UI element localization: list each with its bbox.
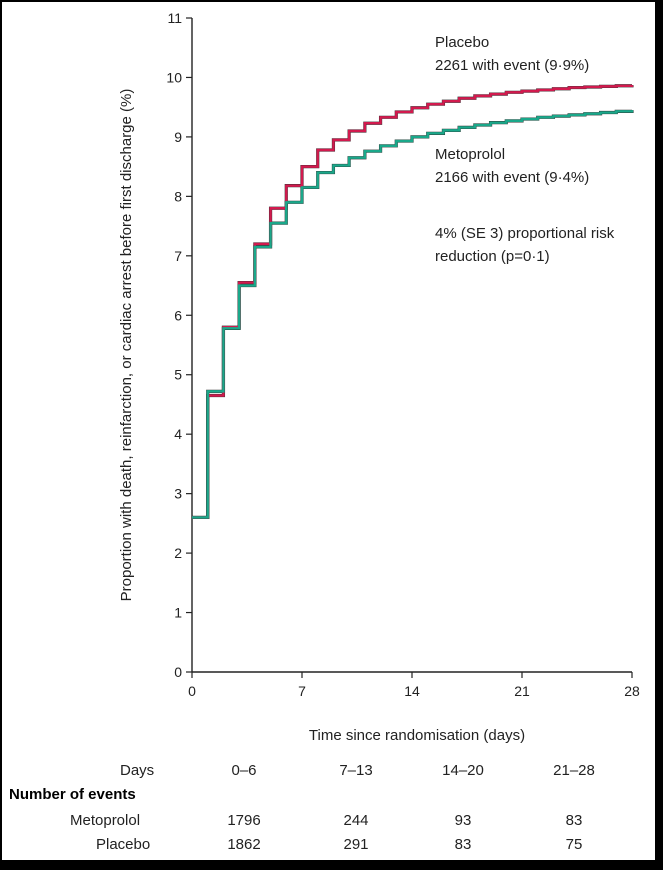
y-tick-label: 0 bbox=[174, 664, 182, 680]
period-3: 21–28 bbox=[553, 762, 595, 779]
metoprolol-label: Metoprolol bbox=[435, 146, 505, 163]
y-axis-title: Proportion with death, reinfarction, or … bbox=[118, 89, 135, 602]
y-tick-label: 2 bbox=[174, 545, 182, 561]
placebo-count-0: 1862 bbox=[227, 836, 261, 853]
metoprolol-count-1: 244 bbox=[343, 812, 369, 829]
row-label-metoprolol: Metoprolol bbox=[70, 812, 141, 829]
row-label-placebo: Placebo bbox=[96, 836, 151, 853]
events-table: Days 0–6 7–13 14–20 21–28 Number of even… bbox=[2, 757, 655, 857]
metoprolol-count-2: 93 bbox=[454, 812, 472, 829]
days-label: Days bbox=[120, 762, 155, 779]
y-tick-label: 11 bbox=[167, 10, 182, 26]
placebo-count-1: 291 bbox=[343, 836, 369, 853]
y-tick-label: 8 bbox=[174, 188, 182, 204]
metoprolol-events-label: 2166 with event (9·4%) bbox=[435, 169, 589, 186]
placebo-count-2: 83 bbox=[454, 836, 472, 853]
series-outline-placebo bbox=[192, 84, 634, 520]
placebo-label: Placebo bbox=[435, 34, 489, 51]
events-header: Number of events bbox=[9, 786, 136, 803]
series-layer bbox=[192, 84, 634, 520]
y-tick-label: 9 bbox=[174, 129, 182, 145]
figure-card: 0 1 2 3 4 5 6 7 8 9 10 11 0 7 14 21 28 Time since rando… bbox=[2, 2, 655, 860]
metoprolol-count-3: 83 bbox=[565, 812, 583, 829]
metoprolol-count-0: 1796 bbox=[227, 812, 261, 829]
y-tick-label: 5 bbox=[174, 367, 182, 383]
x-tick-label: 28 bbox=[624, 683, 640, 699]
chart: 0 1 2 3 4 5 6 7 8 9 10 11 0 7 14 21 28 Time since rando… bbox=[118, 10, 640, 744]
y-tick-label: 6 bbox=[174, 307, 182, 323]
x-tick-label: 7 bbox=[298, 683, 306, 699]
x-axis-title: Time since randomisation (days) bbox=[309, 727, 525, 744]
y-axis-ticks: 0 1 2 3 4 5 6 7 8 9 10 11 bbox=[166, 10, 192, 680]
y-tick-label: 4 bbox=[174, 426, 182, 442]
y-tick-label: 7 bbox=[174, 248, 182, 264]
placebo-events-label: 2261 with event (9·9%) bbox=[435, 57, 589, 74]
x-tick-label: 0 bbox=[188, 683, 196, 699]
y-tick-label: 1 bbox=[174, 605, 182, 621]
period-0: 0–6 bbox=[231, 762, 257, 779]
y-tick-label: 10 bbox=[166, 69, 182, 85]
placebo-count-3: 75 bbox=[565, 836, 583, 853]
x-axis-ticks: 0 7 14 21 28 bbox=[188, 672, 640, 699]
x-tick-label: 21 bbox=[514, 683, 530, 699]
x-tick-label: 14 bbox=[404, 683, 420, 699]
period-1: 7–13 bbox=[339, 762, 373, 779]
y-tick-label: 3 bbox=[174, 486, 182, 502]
risk-reduction-line-1: 4% (SE 3) proportional risk bbox=[435, 225, 615, 242]
series-line-metoprolol bbox=[192, 110, 634, 519]
series-line-placebo bbox=[192, 84, 634, 519]
risk-reduction-line-2: reduction (p=0·1) bbox=[435, 248, 550, 265]
period-2: 14–20 bbox=[442, 762, 484, 779]
